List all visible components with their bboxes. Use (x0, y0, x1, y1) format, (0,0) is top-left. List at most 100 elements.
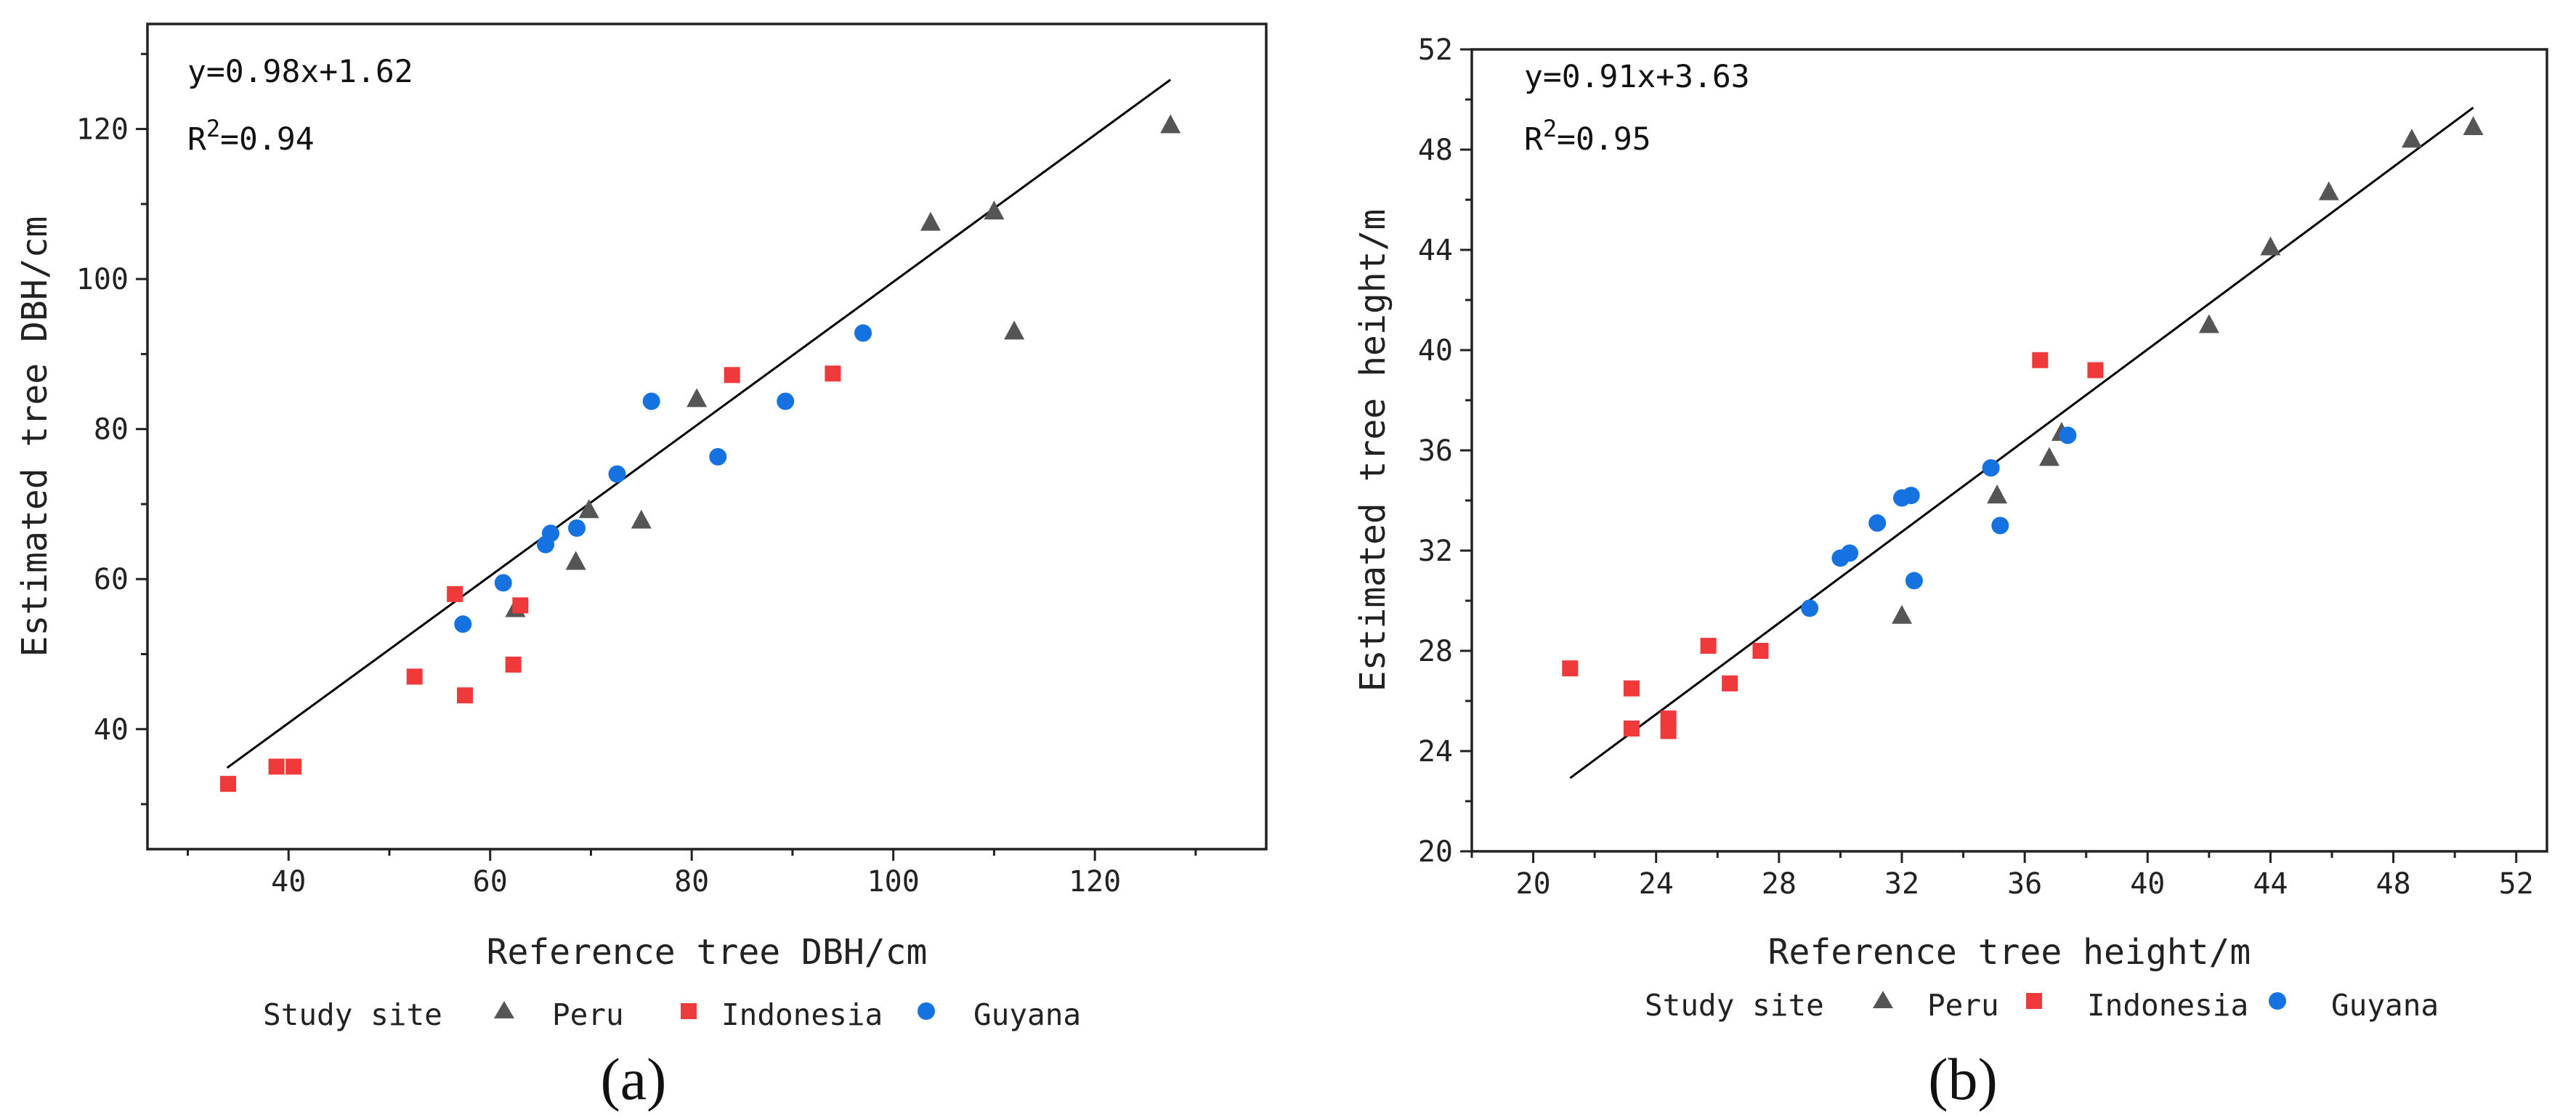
data-point-peru (1004, 320, 1025, 340)
data-point-guyana (494, 574, 512, 592)
legend-label-indonesia: Indonesia (2087, 988, 2248, 1023)
x-axis-title: Reference tree DBH/cm (487, 932, 928, 973)
legend-label-peru: Peru (552, 997, 624, 1032)
data-points (1562, 115, 2484, 739)
data-point-peru (2463, 115, 2484, 135)
legend-label-guyana: Guyana (2331, 988, 2439, 1023)
legend-title: Study site (263, 997, 442, 1032)
data-point-peru (1160, 114, 1181, 134)
data-point-peru (1987, 484, 2008, 504)
data-point-peru (631, 509, 652, 529)
data-point-guyana (1801, 599, 1819, 617)
x-tick-label: 28 (1762, 867, 1797, 901)
data-point-guyana (2059, 426, 2077, 445)
data-point-guyana (642, 392, 660, 410)
legend: Study site Peru Indonesia Guyana (1645, 988, 2439, 1023)
x-tick-label: 20 (1515, 867, 1550, 901)
data-point-indonesia (1722, 675, 1738, 692)
data-point-indonesia (1700, 638, 1717, 654)
data-point-peru (1892, 604, 1912, 624)
legend-marker-peru (1873, 991, 1893, 1008)
r2-value: =0.94 (220, 121, 314, 158)
data-point-guyana (537, 535, 555, 554)
axis-ticks: 40 60 80 100 120 40 60 80 100 120 (76, 52, 1197, 899)
data-point-indonesia (2032, 352, 2049, 368)
data-point-indonesia (457, 687, 474, 704)
data-point-indonesia (1562, 660, 1579, 677)
data-point-peru (578, 499, 599, 519)
legend-label-indonesia: Indonesia (721, 997, 883, 1032)
legend-marker-indonesia (2026, 993, 2042, 1009)
data-point-indonesia (285, 758, 302, 775)
x-tick-label: 44 (2253, 867, 2288, 901)
plot-frame (146, 23, 1268, 851)
r-squared-annotation: R2=0.94 (187, 115, 315, 158)
data-point-guyana (777, 392, 795, 410)
data-point-indonesia (2087, 362, 2104, 378)
y-tick-label: 80 (94, 413, 129, 447)
legend-label-guyana: Guyana (973, 997, 1081, 1032)
data-point-guyana (709, 447, 727, 466)
legend-marker-guyana (2269, 992, 2286, 1010)
data-point-indonesia (219, 776, 236, 792)
data-point-indonesia (1623, 680, 1640, 697)
legend-marker-indonesia (681, 1003, 697, 1019)
y-tick-label: 24 (1418, 735, 1453, 769)
y-tick-label: 44 (1418, 234, 1453, 267)
legend-marker-guyana (918, 1002, 935, 1020)
x-tick-label: 24 (1639, 867, 1674, 901)
x-axis-title: Reference tree height/m (1768, 932, 2251, 973)
x-tick-label: 80 (674, 865, 709, 899)
y-tick-label: 40 (1418, 334, 1453, 368)
y-axis-title: Estimated tree height/m (1353, 209, 1393, 692)
axis-ticks: 20 24 28 32 36 40 44 48 52 20 24 28 32 36 40 44 48 52 (1418, 33, 2534, 901)
data-point-peru (565, 551, 586, 570)
y-tick-label: 100 (76, 263, 129, 296)
panel-label-b: (b) (1928, 1046, 1998, 1112)
fit-line-group (1569, 106, 2474, 779)
panel-b: 20 24 28 32 36 40 44 48 52 20 24 28 32 36 40 44 48 52 y=0… (1353, 33, 2548, 1112)
panel-a: 40 60 80 100 120 40 60 80 100 120 y=0.98x+1.62 R2… (15, 23, 1268, 1112)
x-tick-label: 60 (473, 865, 508, 899)
y-tick-label: 48 (1418, 134, 1453, 167)
r2-prefix: R (187, 121, 206, 158)
fit-line-group (226, 78, 1172, 769)
x-tick-label: 32 (1884, 867, 1919, 901)
legend-marker-peru (494, 1001, 514, 1018)
data-point-indonesia (1623, 720, 1640, 737)
data-point-guyana (454, 615, 472, 633)
legend-label-peru: Peru (1927, 988, 1999, 1023)
data-point-indonesia (825, 365, 841, 382)
y-tick-label: 60 (94, 563, 129, 596)
data-point-guyana (1991, 516, 2009, 535)
data-point-guyana (1893, 489, 1911, 507)
regression-equation: y=0.98x+1.62 (187, 54, 413, 90)
x-tick-label: 120 (1069, 865, 1121, 899)
data-point-indonesia (724, 367, 740, 384)
y-tick-label: 40 (94, 713, 129, 747)
y-tick-label: 36 (1418, 434, 1453, 468)
regression-equation: y=0.91x+3.63 (1524, 59, 1750, 95)
data-point-peru (920, 211, 941, 231)
r-squared-annotation: R2=0.95 (1524, 115, 1651, 158)
data-point-peru (2038, 447, 2059, 466)
data-point-peru (984, 200, 1005, 220)
legend: Study site Peru Indonesia Guyana (263, 997, 1081, 1032)
r2-superscript: 2 (206, 115, 220, 142)
x-tick-label: 52 (2499, 867, 2534, 901)
y-axis-title: Estimated tree DBH/cm (15, 216, 55, 657)
data-point-indonesia (1752, 643, 1769, 659)
data-point-indonesia (447, 585, 463, 602)
data-point-guyana (608, 465, 626, 483)
x-tick-label: 48 (2375, 867, 2410, 901)
x-tick-label: 36 (2007, 867, 2042, 901)
r2-superscript: 2 (1543, 115, 1557, 142)
y-tick-label: 28 (1418, 635, 1453, 668)
x-tick-label: 100 (867, 865, 920, 899)
data-point-guyana (1982, 459, 2000, 477)
y-tick-label: 20 (1418, 835, 1453, 869)
data-point-peru (2401, 129, 2422, 148)
data-points (219, 114, 1181, 792)
y-tick-label: 120 (76, 113, 129, 147)
